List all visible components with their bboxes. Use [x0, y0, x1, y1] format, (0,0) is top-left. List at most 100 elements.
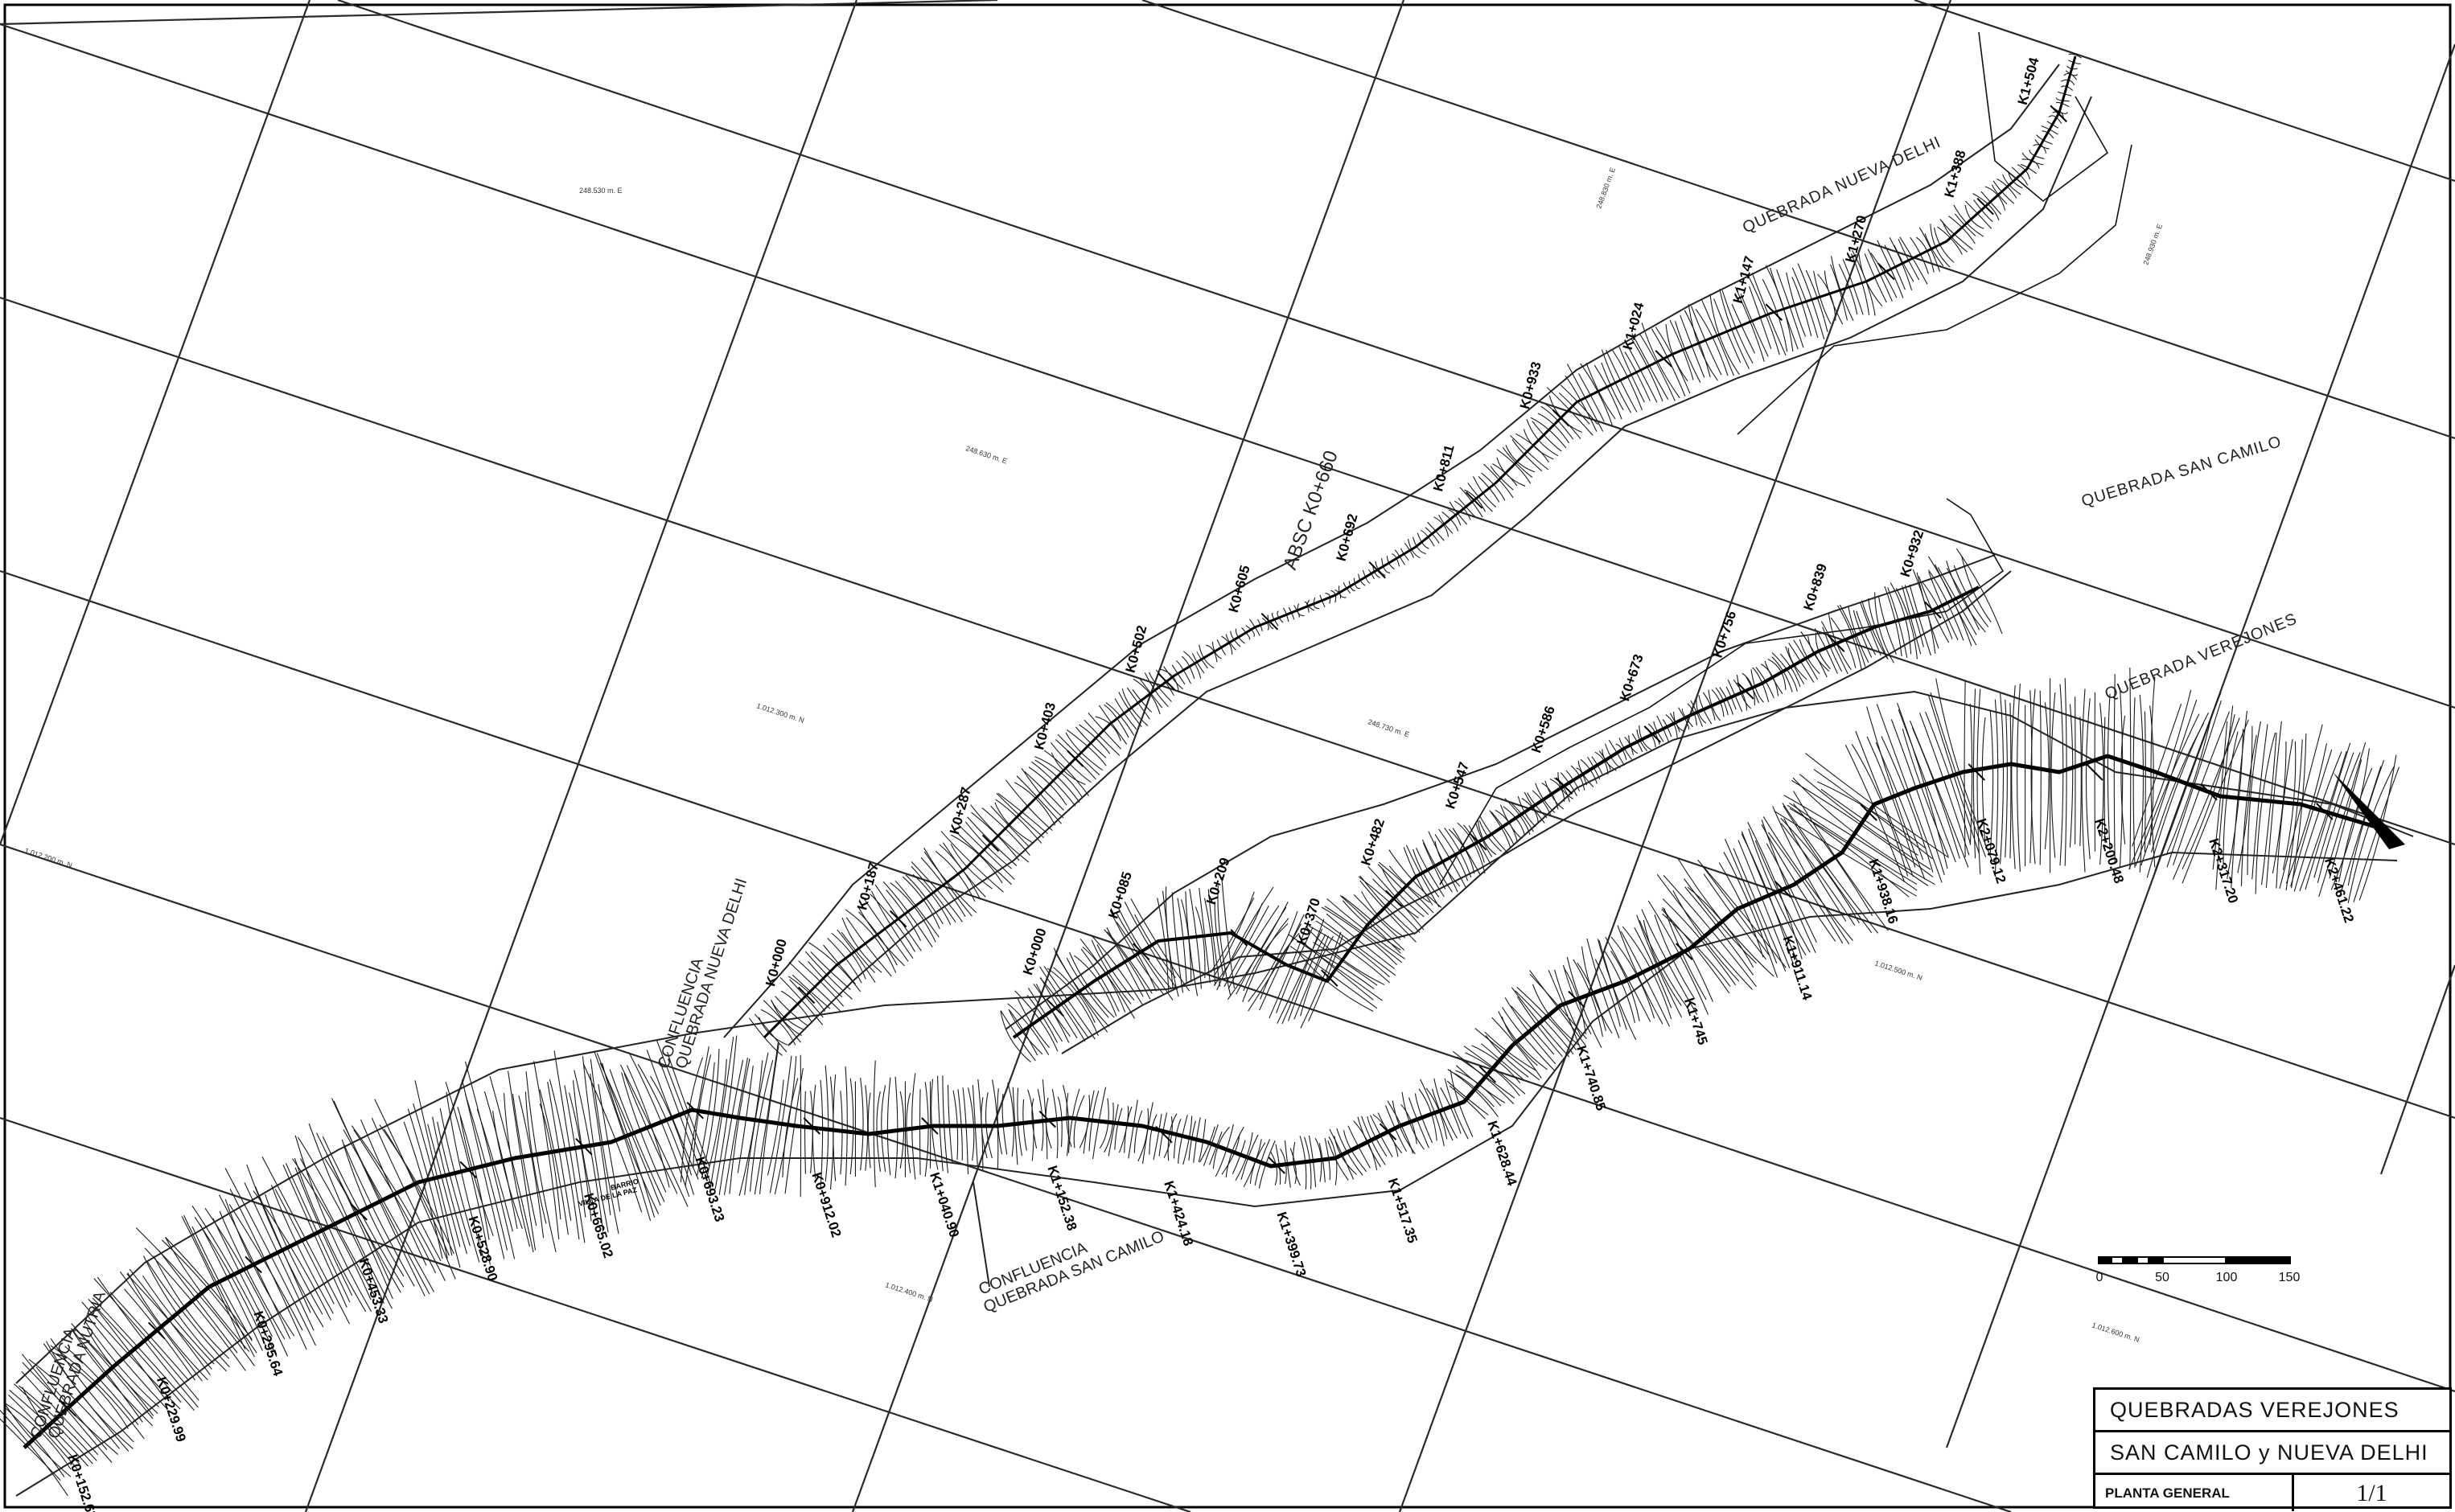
station-tick — [459, 1161, 477, 1179]
contour-line — [1243, 922, 1289, 992]
contour-line — [1742, 672, 1755, 706]
contour-line — [1690, 306, 1722, 376]
contour-line — [1577, 373, 1605, 422]
contour-line — [1407, 538, 1421, 559]
station-tick — [1478, 1066, 1496, 1083]
contour-line — [1560, 384, 1598, 425]
contour-line — [857, 905, 905, 967]
contour-line — [1805, 753, 1950, 858]
contour-line — [1532, 421, 1562, 452]
station-label: K0+586 — [1528, 704, 1558, 754]
contour-line — [1425, 527, 1440, 544]
contour-line — [1297, 603, 1305, 617]
station-label: K1+424.18 — [1161, 1179, 1196, 1247]
station-label: K0+547 — [1442, 760, 1472, 811]
contour-line — [1418, 1088, 1437, 1141]
contour-line — [194, 1217, 265, 1345]
contour-line — [1181, 655, 1195, 680]
contour-line — [1007, 1003, 1050, 1056]
contour-line — [2285, 739, 2303, 891]
contour-line — [1153, 1113, 1162, 1161]
station-label: K0+693.23 — [692, 1155, 727, 1223]
contour-line — [146, 1260, 230, 1368]
contour-line — [2057, 91, 2072, 97]
contour-line — [1027, 988, 1063, 1042]
contour-line — [1780, 823, 1856, 927]
contour-line — [1069, 951, 1115, 1018]
stream-name-labels: QUEBRADA NUEVA DELHI QUEBRADA SAN CAMILO… — [1740, 134, 2300, 704]
sheet-number: 1/1 — [2356, 1479, 2387, 1506]
contour-line — [1282, 607, 1289, 622]
contour-line — [1203, 898, 1216, 986]
contour-line — [744, 1052, 769, 1195]
contour-line — [1838, 264, 1858, 315]
grid-coord-label: 1.012.500 m. N — [1873, 959, 1923, 982]
contour-line — [1016, 775, 1063, 824]
contour-line — [2285, 743, 2328, 884]
contour-line — [2347, 759, 2385, 886]
contour-line — [144, 1247, 246, 1371]
contour-line — [1458, 497, 1476, 517]
contour-line — [860, 1078, 864, 1171]
contour-line — [549, 1079, 580, 1240]
contour-line — [1031, 1098, 1038, 1149]
contour-line — [1973, 199, 1993, 223]
contour-line — [2050, 692, 2056, 858]
station-tick — [2086, 763, 2103, 781]
contour-line — [590, 1058, 619, 1235]
contour-line — [2065, 70, 2079, 76]
contour-line — [407, 1108, 448, 1259]
contour-line — [1752, 667, 1770, 703]
contour-line — [1662, 719, 1672, 738]
station-label: K1+740.85 — [1573, 1044, 1609, 1112]
contour-line — [1088, 712, 1122, 750]
contour-line — [1641, 909, 1698, 1015]
contour-line — [919, 1089, 921, 1175]
contour-line — [1631, 733, 1643, 753]
station-tick — [1828, 635, 1845, 652]
contour-line — [341, 1139, 405, 1277]
contour-line — [749, 1017, 783, 1056]
title-line-1: QUEBRADAS VEREJONES — [2095, 1390, 2449, 1432]
contour-line — [199, 1224, 263, 1351]
contour-line — [1655, 327, 1691, 394]
verejones-north-bank — [15, 690, 2414, 1384]
contour-line — [1898, 709, 1956, 863]
station-tick — [797, 986, 816, 1005]
contour-line — [825, 1065, 829, 1182]
contour-line — [1210, 898, 1255, 973]
contour-line — [1157, 898, 1170, 992]
contour-line — [862, 897, 909, 962]
contour-line — [1822, 627, 1843, 672]
contour-line — [326, 1152, 401, 1293]
station-tick — [350, 1203, 368, 1221]
grid-coord-label: 1.012.600 m. N — [2091, 1321, 2140, 1344]
contour-line — [1805, 269, 1828, 332]
station-label: K1+911.14 — [1780, 934, 1816, 1002]
contour-line — [1786, 272, 1807, 337]
station-tick — [1643, 725, 1662, 743]
contour-line — [1126, 687, 1150, 720]
scale-segment — [2162, 1256, 2227, 1264]
contour-line — [1868, 598, 1889, 660]
contour-line — [1909, 720, 1969, 868]
contour-line — [845, 909, 897, 973]
contour-line — [1053, 947, 1108, 1033]
contour-line — [2215, 705, 2234, 890]
contour-line — [1198, 1119, 1207, 1162]
station-label: K1+504 — [2015, 55, 2042, 106]
station-tick — [1765, 303, 1783, 321]
contour-line — [2017, 683, 2021, 872]
contour-line — [953, 828, 1012, 885]
contour-line — [1347, 1125, 1371, 1169]
contour-line — [1980, 191, 2002, 215]
contour-line — [1021, 767, 1064, 819]
contour-line — [1976, 688, 1981, 875]
contour-line — [119, 1271, 203, 1382]
contour-line — [1741, 831, 1799, 962]
contour-line — [1259, 914, 1305, 1011]
contour-line — [594, 1050, 652, 1222]
contour-line — [1199, 888, 1211, 984]
scale-segment — [2149, 1256, 2162, 1264]
contour-line — [244, 1182, 315, 1331]
